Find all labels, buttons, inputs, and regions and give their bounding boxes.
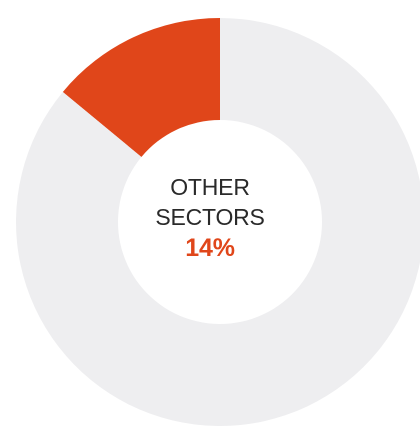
center-label-percent: 14% <box>185 234 235 262</box>
donut-slice-remainder <box>16 18 420 426</box>
donut-slice-other-sectors <box>62 18 220 157</box>
center-label-line-1: OTHER <box>170 174 250 200</box>
center-label-line-2: SECTORS <box>155 204 265 230</box>
center-label: OTHER SECTORS 14% <box>110 172 310 264</box>
